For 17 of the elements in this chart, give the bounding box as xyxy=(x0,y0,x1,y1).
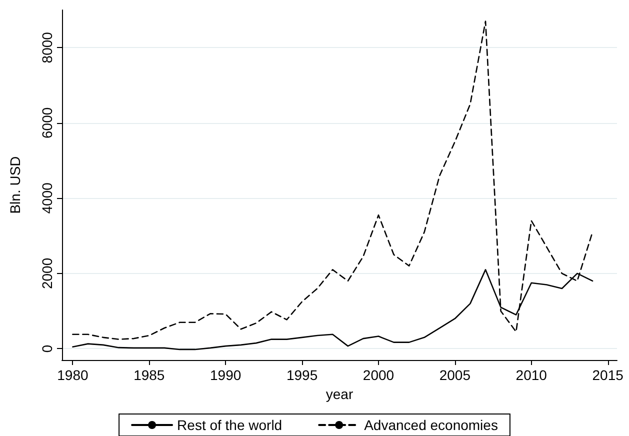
x-tick-label: 2000 xyxy=(362,367,394,383)
y-axis-title: Bln. USD xyxy=(7,156,23,214)
x-tick-label: 1980 xyxy=(57,367,88,383)
y-tick-label: 8000 xyxy=(39,32,55,64)
y-tick-label: 0 xyxy=(39,344,55,353)
y-tick-label: 2000 xyxy=(39,258,55,290)
y-tick-label: 6000 xyxy=(39,107,55,138)
y-tick-label: 4000 xyxy=(39,182,55,214)
x-tick-label: 1985 xyxy=(134,367,165,383)
x-tick-label: 1995 xyxy=(286,367,318,383)
legend-label: Rest of the world xyxy=(177,417,282,433)
x-tick-label: 2010 xyxy=(516,367,548,383)
x-tick-label: 2005 xyxy=(439,367,471,383)
x-axis-title: year xyxy=(326,386,354,402)
x-tick-label: 1990 xyxy=(210,367,242,383)
x-tick-label: 2015 xyxy=(592,367,624,383)
legend-label: Advanced economies xyxy=(364,417,498,433)
